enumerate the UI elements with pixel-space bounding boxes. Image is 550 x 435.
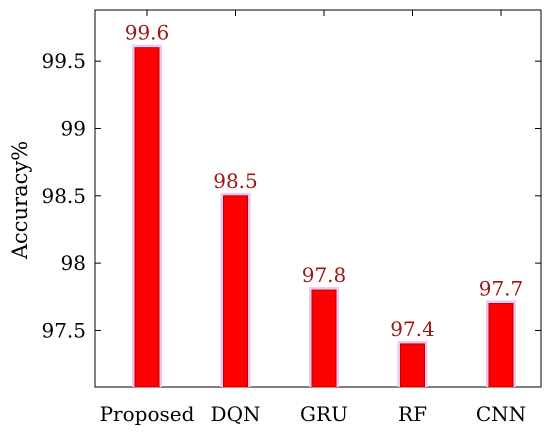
x-tick-label: GRU xyxy=(300,402,348,426)
y-tick-label: 99.5 xyxy=(41,49,86,73)
x-tick-label: CNN xyxy=(476,402,526,426)
y-tick-label: 98 xyxy=(61,251,86,275)
bar xyxy=(134,47,160,388)
bar xyxy=(400,343,425,388)
data-label: 97.7 xyxy=(479,277,524,301)
data-labels: 99.6 98.5 97.8 97.4 97.7 xyxy=(123,19,525,342)
data-label: 99.6 xyxy=(125,21,170,45)
bar xyxy=(488,303,514,388)
x-tick-label: Proposed xyxy=(100,402,195,426)
data-label: 98.5 xyxy=(213,169,258,193)
x-tick-label: RF xyxy=(398,402,427,426)
y-tick-label: 97.5 xyxy=(41,318,86,342)
x-tick-label: DQN xyxy=(211,402,261,426)
bars xyxy=(132,44,516,388)
data-label: 97.8 xyxy=(302,263,347,287)
x-axis-ticks: Proposed DQN GRU RF CNN xyxy=(100,10,526,426)
y-tick-label: 99 xyxy=(61,116,86,140)
bar xyxy=(223,195,248,388)
y-axis-label: Accuracy% xyxy=(8,141,32,260)
data-label: 97.4 xyxy=(390,317,435,341)
y-tick-label: 98.5 xyxy=(41,184,86,208)
bar xyxy=(311,289,337,388)
y-axis-ticks: 97.5 98 98.5 99 99.5 xyxy=(41,49,541,342)
